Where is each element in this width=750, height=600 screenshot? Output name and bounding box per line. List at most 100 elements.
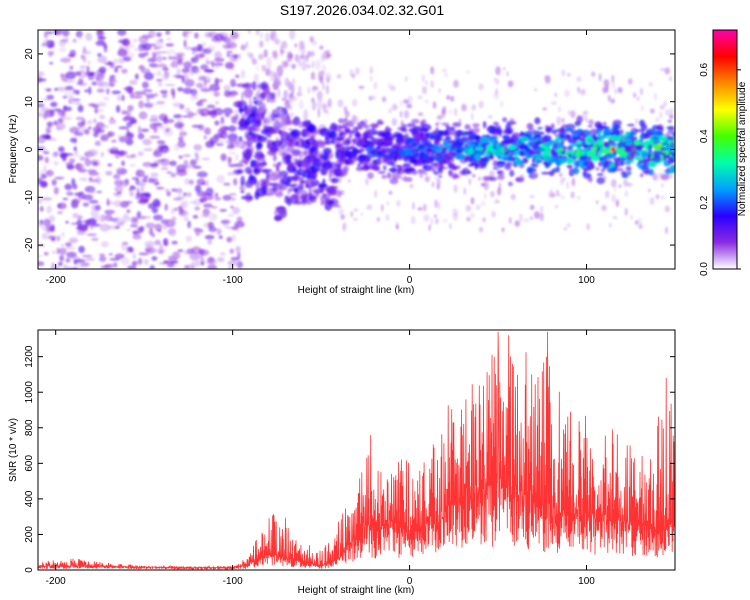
heatmap-cell (670, 141, 675, 149)
heatmap-cell (484, 175, 489, 182)
heatmap-cell (559, 172, 563, 177)
heatmap-cell (190, 57, 199, 63)
heatmap-cell (137, 132, 145, 140)
heatmap-cell (54, 151, 59, 156)
heatmap-cell (624, 207, 628, 217)
heatmap-cell (113, 262, 118, 268)
heatmap-cell (383, 158, 388, 164)
heatmap-cell (233, 178, 238, 186)
heatmap-cell (428, 224, 432, 232)
heatmap-cell (577, 133, 587, 141)
heatmap-cell (342, 222, 345, 232)
heatmap-cell (570, 191, 575, 199)
heatmap-cell (276, 106, 283, 110)
heatmap-cell (576, 195, 582, 201)
heatmap-cell (192, 50, 196, 55)
heatmap-cell (508, 181, 513, 187)
heatmap-cell (433, 171, 439, 176)
heatmap-cell (523, 218, 530, 223)
heatmap-cell (472, 123, 480, 128)
heatmap-cell (289, 30, 296, 40)
heatmap-cell (364, 134, 368, 141)
heatmap-cell (66, 256, 72, 263)
heatmap-cell (327, 98, 332, 108)
heatmap-cell (399, 140, 404, 143)
heatmap-cell (648, 82, 653, 87)
heatmap-cell (92, 161, 99, 166)
heatmap-cell (307, 123, 316, 133)
heatmap-cell (543, 155, 553, 161)
heatmap-cell (534, 117, 541, 125)
heatmap-cell (164, 83, 176, 87)
heatmap-cell (282, 131, 286, 138)
y-tick-label: 600 (24, 455, 35, 472)
heatmap-cell (391, 118, 398, 126)
heatmap-cell (350, 138, 360, 143)
heatmap-cell (451, 172, 459, 180)
heatmap-cell (106, 225, 118, 230)
heatmap-cell (516, 160, 524, 166)
heatmap-cell (405, 132, 409, 136)
heatmap-cell (470, 197, 475, 205)
heatmap-cell (191, 93, 198, 98)
heatmap-cell (149, 135, 161, 139)
heatmap-cell (344, 158, 354, 165)
heatmap-cell (247, 105, 251, 113)
heatmap-cell (482, 121, 487, 129)
heatmap-cell (158, 113, 168, 122)
x-tick-label: -100 (223, 576, 243, 587)
heatmap-cell (559, 133, 566, 140)
heatmap-cell (294, 43, 298, 48)
heatmap-cell (633, 156, 644, 161)
heatmap-cell (411, 170, 418, 175)
heatmap-cell (152, 198, 161, 207)
heatmap-cell (153, 214, 163, 221)
heatmap-cell (178, 136, 184, 142)
heatmap-cell (669, 76, 672, 82)
heatmap-cell (517, 150, 525, 156)
heatmap-cell (412, 141, 418, 148)
heatmap-cell (132, 234, 142, 240)
heatmap-cell (558, 106, 562, 113)
heatmap-cell (453, 79, 459, 88)
heatmap-cell (216, 175, 225, 184)
heatmap-cell (198, 248, 205, 255)
heatmap-cell (601, 168, 605, 173)
heatmap-cell (444, 129, 451, 138)
heatmap-cell (40, 106, 47, 113)
heatmap-cell (478, 226, 484, 233)
heatmap-cell (466, 70, 471, 75)
heatmap-cell (575, 160, 580, 167)
heatmap-cell (237, 125, 247, 131)
heatmap-cell (457, 149, 462, 153)
heatmap-cell (57, 211, 63, 215)
heatmap-cell (491, 129, 501, 135)
heatmap-cell (568, 137, 578, 145)
heatmap-cell (474, 140, 479, 148)
heatmap-cell (60, 57, 72, 63)
heatmap-cell (474, 147, 484, 151)
heatmap-cell (410, 215, 416, 225)
heatmap-cell (165, 43, 174, 47)
heatmap-cell (62, 30, 70, 37)
heatmap-cell (434, 161, 444, 165)
heatmap-cell (193, 144, 203, 151)
heatmap-cell (549, 170, 555, 177)
heatmap-cell (580, 88, 586, 95)
heatmap-cell (424, 171, 428, 176)
heatmap-cell (340, 189, 345, 196)
heatmap-cell (483, 181, 489, 191)
heatmap-cell (588, 119, 594, 125)
heatmap-cell (214, 33, 225, 42)
heatmap-cell (643, 133, 649, 137)
heatmap-cell (256, 81, 262, 93)
heatmap-cell (177, 87, 184, 92)
heatmap-cell (478, 176, 481, 181)
heatmap-cell (628, 144, 636, 149)
heatmap-cell (259, 40, 264, 48)
heatmap-cell (204, 235, 215, 240)
heatmap-cell (358, 85, 365, 89)
heatmap-cell (591, 71, 596, 77)
heatmap-cell (84, 89, 89, 93)
heatmap-cell (542, 107, 547, 111)
